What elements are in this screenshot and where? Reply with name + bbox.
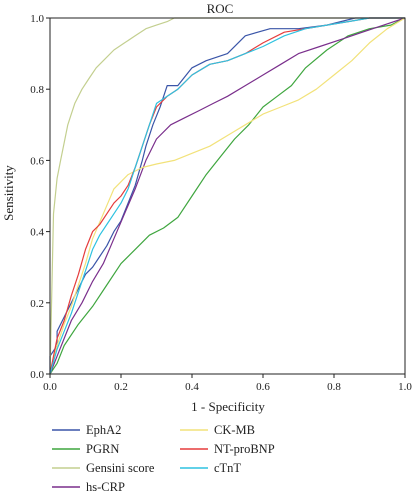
y-tick-label: 0.0: [30, 369, 44, 381]
y-tick-label: 0.2: [30, 298, 44, 310]
y-tick-label: 0.6: [30, 155, 44, 167]
legend-label-nt-probnp: NT-proBNP: [214, 442, 275, 456]
y-tick-label: 0.4: [30, 227, 44, 239]
series-line-ck-mb: [49, 17, 406, 375]
series-line-pgrn: [49, 17, 406, 375]
series-line-gensini-score: [49, 17, 405, 375]
series-line-nt-probnp: [49, 17, 405, 375]
x-tick-label: 0.0: [43, 381, 57, 393]
x-tick-label: 1.0: [398, 381, 412, 393]
x-tick-label: 0.6: [256, 381, 270, 393]
legend: EphA2 PGRN Gensini score hs-CRP CK-MB NT-proB…: [52, 423, 275, 494]
plot-area: [49, 17, 406, 375]
x-axis-title: 1 - Specificity: [191, 399, 265, 414]
x-tick-label: 0.4: [185, 381, 199, 393]
legend-label-pgrn: PGRN: [86, 442, 119, 456]
axes: 0.0 0.2 0.4 0.6 0.8 1.0 0.0 0.2 0.4 0.6 0.8 1.0: [30, 13, 412, 393]
chart-title: ROC: [207, 1, 234, 16]
legend-label-epha2: EphA2: [86, 423, 121, 437]
legend-label-ck-mb: CK-MB: [214, 423, 255, 437]
legend-label-hs-crp: hs-CRP: [86, 480, 125, 494]
series-line-ctnt: [49, 17, 405, 375]
x-tick-label: 0.2: [114, 381, 128, 393]
x-tick-label: 0.8: [327, 381, 341, 393]
legend-label-gensini-score: Gensini score: [86, 461, 155, 475]
y-axis-title: Sensitivity: [1, 165, 16, 221]
plot-frame: [49, 17, 406, 375]
y-tick-label: 1.0: [30, 13, 44, 25]
y-tick-label: 0.8: [30, 84, 44, 96]
legend-label-ctnt: cTnT: [214, 461, 241, 475]
series-line-epha2: [49, 17, 405, 374]
series-line-hs-crp: [49, 17, 406, 375]
